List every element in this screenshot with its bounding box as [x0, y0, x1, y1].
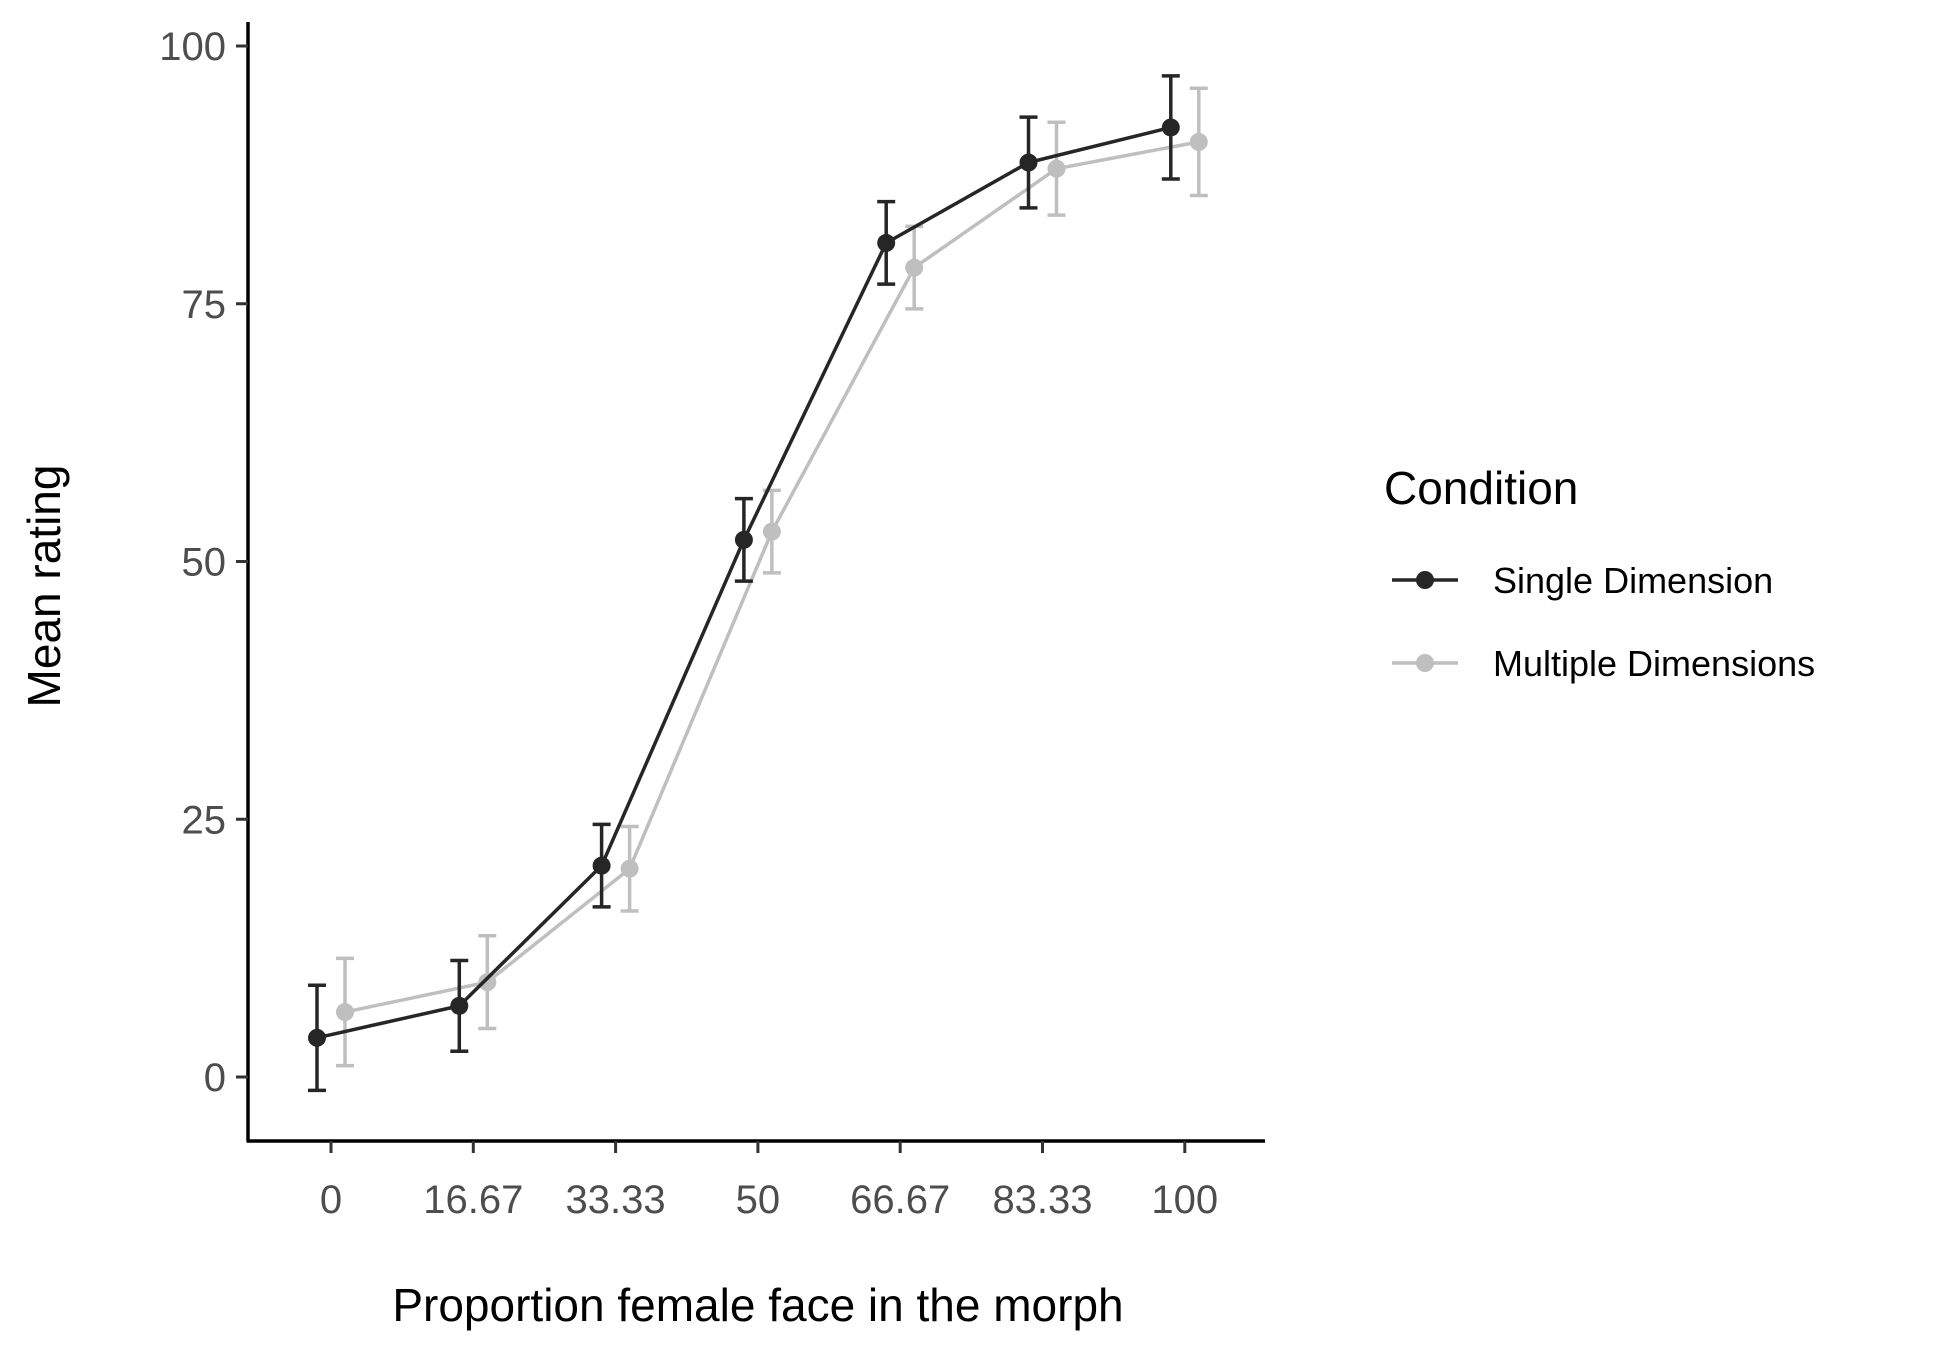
legend: Condition Single Dimension Multiple Dimen…	[1384, 462, 1815, 684]
series-line	[344, 140, 1200, 1014]
data-point	[336, 1003, 354, 1022]
legend-title: Condition	[1384, 462, 1578, 514]
axes: 0 25 50 75 100 0 16.67 33.33 50 66.67 83.33 100	[159, 22, 1265, 1222]
y-tick-label: 75	[182, 283, 227, 327]
y-tick-label: 0	[204, 1056, 226, 1100]
legend-key-marker	[1416, 571, 1434, 589]
x-axis-title: Proportion female face in the morph	[392, 1279, 1123, 1331]
y-tick-label: 50	[182, 541, 227, 585]
data-point	[905, 258, 924, 277]
data-point	[308, 1028, 326, 1047]
x-tick-label: 100	[1151, 1178, 1218, 1222]
data-point	[877, 233, 896, 252]
data-point	[1161, 118, 1180, 137]
data-point	[592, 856, 611, 875]
x-tick-label: 0	[320, 1178, 342, 1222]
x-tick-label: 33.33	[566, 1178, 666, 1222]
data-point	[478, 973, 497, 992]
legend-key-marker	[1416, 654, 1434, 672]
legend-label: Single Dimension	[1493, 560, 1773, 601]
x-tick-label: 50	[736, 1178, 781, 1222]
data-point	[1019, 153, 1038, 172]
data-point	[734, 530, 753, 549]
x-tick-label: 66.67	[850, 1178, 950, 1222]
data-point	[1189, 132, 1208, 151]
y-axis-title: Mean rating	[18, 465, 70, 708]
data-point	[1047, 159, 1066, 178]
data-point	[762, 522, 781, 541]
y-tick-label: 100	[159, 25, 226, 69]
x-tick-label: 83.33	[992, 1178, 1092, 1222]
plot-area	[308, 74, 1208, 1093]
data-point	[450, 996, 469, 1015]
series-single-dimension	[308, 74, 1180, 1093]
series-multiple-dimensions	[336, 86, 1208, 1068]
x-tick-label: 16.67	[423, 1178, 523, 1222]
legend-label: Multiple Dimensions	[1493, 643, 1815, 684]
y-tick-label: 25	[182, 798, 227, 842]
data-point	[620, 859, 639, 878]
